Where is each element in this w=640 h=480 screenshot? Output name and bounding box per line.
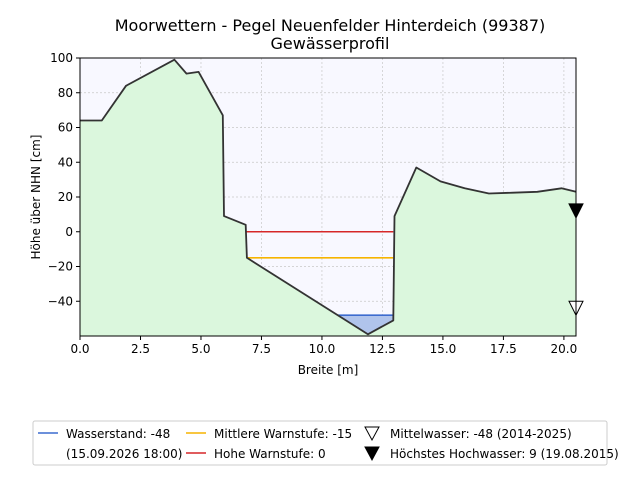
x-tick-label: 10.0 (309, 342, 336, 356)
y-tick-label: 100 (50, 51, 73, 65)
water-fill (337, 315, 394, 335)
legend-mean-water-label: Mittelwasser: -48 (2014-2025) (390, 427, 572, 441)
y-tick-label: −20 (48, 260, 73, 274)
x-axis-label: Breite [m] (298, 363, 359, 377)
legend-mean-water-icon (364, 426, 380, 442)
legend-box (32, 420, 608, 466)
x-tick-label: 5.0 (191, 342, 210, 356)
chart-title: Moorwettern - Pegel Neuenfelder Hinterde… (115, 16, 546, 35)
profile-line (80, 58, 577, 336)
legend-high-warning-label: Hohe Warnstufe: 0 (214, 447, 326, 461)
x-tick-label: 20.0 (551, 342, 578, 356)
chart-subtitle: Gewässerprofil (271, 34, 390, 53)
x-tick-label: 17.5 (490, 342, 517, 356)
y-tick-label: −40 (48, 294, 73, 308)
x-tick-label: 0.0 (70, 342, 89, 356)
x-tick-label: 12.5 (369, 342, 396, 356)
y-tick-label: 0 (65, 225, 73, 239)
legend: Wasserstand: -48 (15.09.2026 18:00) Mitt… (32, 420, 619, 466)
y-tick-label: 80 (58, 86, 73, 100)
x-tick-label: 2.5 (131, 342, 150, 356)
legend-water-date: (15.09.2026 18:00) (66, 447, 182, 461)
legend-water-label: Wasserstand: -48 (66, 427, 170, 441)
y-tick-label: 60 (58, 121, 73, 135)
ground-area (80, 59, 576, 336)
x-tick-label: 7.5 (252, 342, 271, 356)
y-tick-label: 20 (58, 190, 73, 204)
y-axis-label: Höhe über NHN [cm] (29, 135, 43, 260)
x-tick-label: 15.0 (430, 342, 457, 356)
legend-highest-flood-icon (364, 446, 380, 462)
axis-ticks: 0.0 2.5 5.0 7.5 10.0 12.5 15.0 17.5 20.0 −40 −20 0 2… (48, 51, 578, 356)
legend-mid-warning-label: Mittlere Warnstufe: -15 (214, 427, 352, 441)
legend-highest-flood-label: Höchstes Hochwasser: 9 (19.08.2015) (390, 447, 619, 461)
y-tick-label: 40 (58, 155, 73, 169)
